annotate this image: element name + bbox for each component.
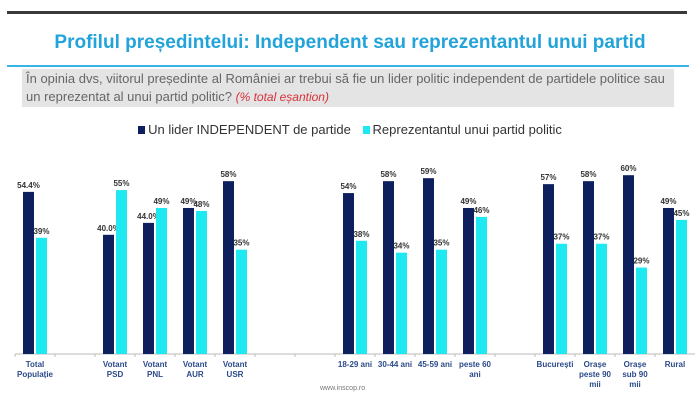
bar-independent [103, 234, 114, 354]
data-label: 48% [193, 200, 209, 209]
bar-party [196, 210, 207, 354]
category-label: Rural [665, 360, 685, 369]
bar-independent [143, 222, 154, 354]
data-label: 57% [540, 173, 556, 182]
legend-swatch [362, 126, 370, 134]
question-text: În opinia dvs, viitorul președinte al Ro… [26, 71, 665, 104]
data-label: 60% [620, 164, 636, 173]
bar-independent [663, 207, 674, 354]
bar-party [116, 190, 127, 354]
page-title: Profilul președintelui: Independent sau … [54, 32, 646, 53]
category-label: Votant PSD [103, 360, 128, 379]
data-label: 49% [153, 197, 169, 206]
bar-independent [23, 191, 34, 354]
data-label: 34% [393, 242, 409, 251]
bar-independent [463, 207, 474, 354]
bar-party [596, 243, 607, 354]
bar-independent [383, 181, 394, 354]
title-underline [7, 65, 689, 67]
category-label: Orașe sub 90 mii [622, 360, 648, 389]
bar-independent [423, 178, 434, 354]
bar-party [356, 240, 367, 354]
source-footer: www.inscop.ro [320, 385, 366, 392]
category-label: Votant PNL [143, 360, 168, 379]
bar-party [36, 237, 47, 354]
question-note: (% total eșantion) [235, 90, 329, 104]
legend-item-independent: Un lider INDEPENDENT de partide [138, 122, 351, 137]
data-label: 38% [353, 230, 369, 239]
data-label: 29% [633, 257, 649, 266]
bar-independent [343, 193, 354, 354]
data-label: 49% [180, 197, 196, 206]
data-label: 49% [660, 197, 676, 206]
bar-party [436, 249, 447, 354]
chart-legend: Un lider INDEPENDENT de partide Reprezen… [0, 122, 700, 137]
category-label: Votant USR [223, 360, 248, 379]
data-label: 59% [420, 167, 436, 176]
category-label: Votant AUR [183, 360, 208, 379]
data-label: 35% [433, 239, 449, 248]
data-label: 37% [553, 233, 569, 242]
data-label: 55% [113, 179, 129, 188]
bar-party [636, 267, 647, 354]
bar-party [556, 243, 567, 354]
data-label: 58% [220, 170, 236, 179]
data-label: 39% [33, 227, 49, 236]
data-label: 58% [580, 170, 596, 179]
top-divider [7, 11, 687, 14]
data-label: 58% [380, 170, 396, 179]
legend-label: Reprezentantul unui partid politic [372, 122, 562, 137]
data-label: 54% [340, 182, 356, 191]
data-label: 45% [673, 209, 689, 218]
category-label: Orașe peste 90 mii [579, 360, 612, 389]
category-label: 18-29 ani [338, 360, 372, 369]
bar-party [396, 252, 407, 354]
data-label: 44.0% [137, 212, 160, 221]
bar-independent [623, 175, 634, 354]
bar-party [156, 207, 167, 354]
bar-party [676, 219, 687, 354]
data-label: 46% [473, 206, 489, 215]
category-label: peste 60 ani [459, 360, 492, 379]
data-label: 40.0% [97, 224, 120, 233]
bar-independent [543, 184, 554, 354]
category-label: 45-59 ani [418, 360, 452, 369]
category-label: 30-44 ani [378, 360, 412, 369]
data-label: 35% [233, 239, 249, 248]
bar-party [476, 216, 487, 354]
bar-independent [183, 207, 194, 354]
category-label: București [537, 360, 574, 369]
data-label: 37% [593, 233, 609, 242]
bar-party [236, 249, 247, 354]
legend-item-party: Reprezentantul unui partid politic [362, 122, 562, 137]
survey-question: În opinia dvs, viitorul președinte al Ro… [22, 69, 674, 107]
data-label: 49% [460, 197, 476, 206]
bar-independent [583, 181, 594, 354]
legend-swatch [138, 126, 146, 134]
category-label: Total Populație [17, 360, 54, 379]
legend-label: Un lider INDEPENDENT de partide [148, 122, 351, 137]
bar-independent [223, 181, 234, 354]
data-label: 54.4% [17, 181, 40, 190]
